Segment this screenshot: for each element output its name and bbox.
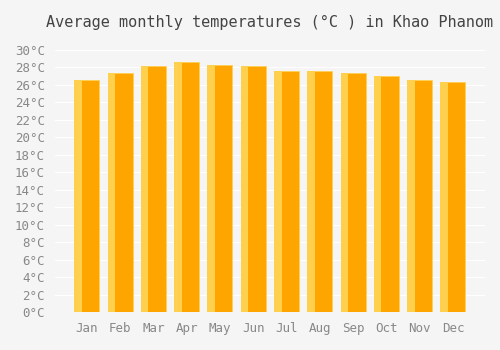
Bar: [274, 71, 299, 312]
Bar: [274, 71, 281, 312]
Bar: [340, 73, 348, 312]
Title: Average monthly temperatures (°C ) in Khao Phanom: Average monthly temperatures (°C ) in Kh…: [46, 15, 494, 30]
Bar: [174, 62, 182, 312]
Bar: [141, 66, 166, 312]
Bar: [308, 71, 315, 312]
Bar: [208, 65, 233, 312]
Bar: [308, 71, 332, 312]
Bar: [407, 80, 414, 312]
Bar: [74, 80, 99, 312]
Bar: [108, 73, 115, 312]
Bar: [174, 62, 199, 312]
Bar: [240, 66, 248, 312]
Bar: [374, 76, 382, 312]
Bar: [374, 76, 399, 312]
Bar: [208, 65, 215, 312]
Bar: [440, 82, 466, 312]
Bar: [141, 66, 148, 312]
Bar: [240, 66, 266, 312]
Bar: [108, 73, 132, 312]
Bar: [440, 82, 448, 312]
Bar: [407, 80, 432, 312]
Bar: [340, 73, 365, 312]
Bar: [74, 80, 82, 312]
